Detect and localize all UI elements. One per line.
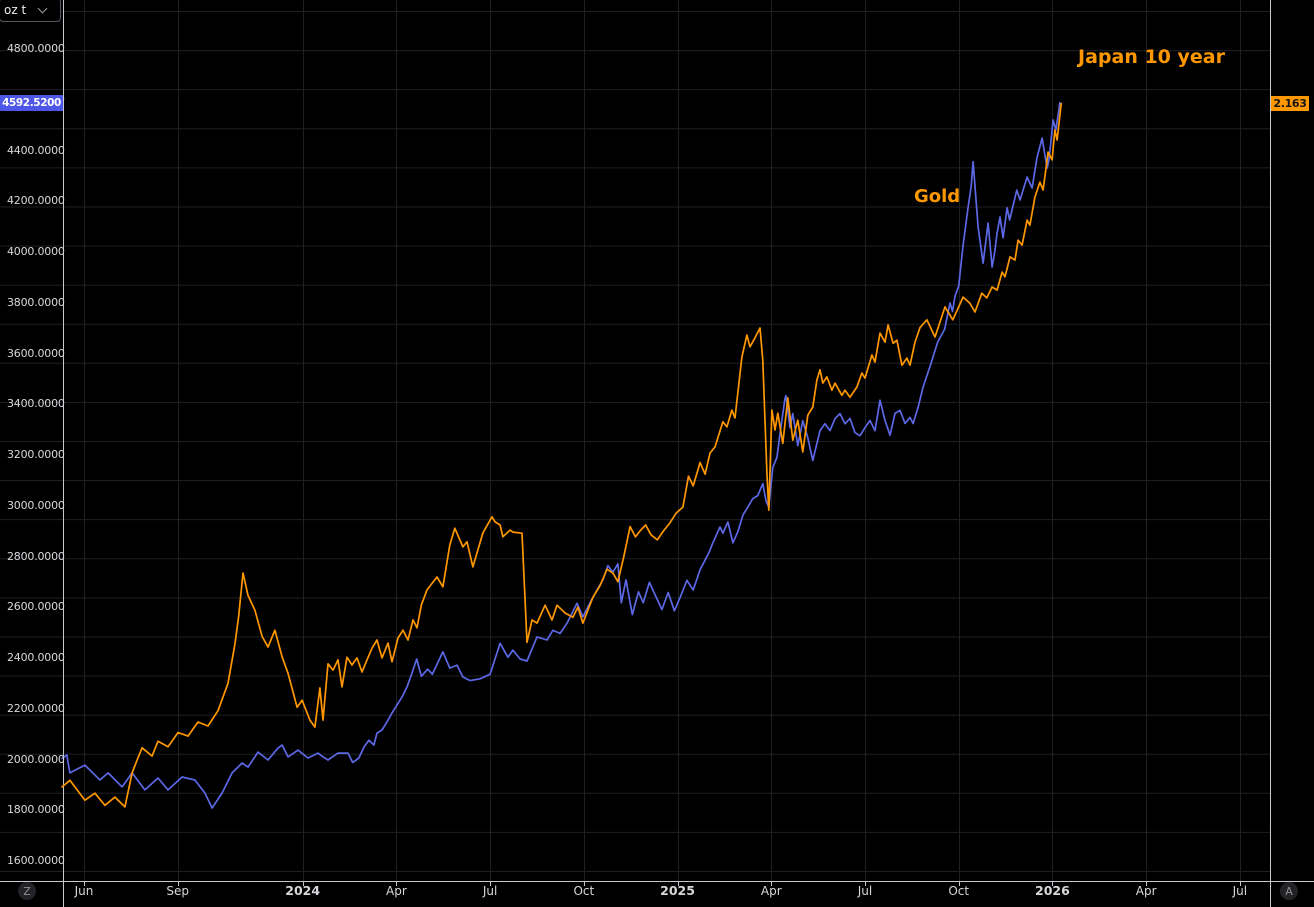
gold-line (61, 101, 1061, 809)
time-axis-tick: Jul (857, 884, 873, 898)
time-axis-tick: Sep (166, 884, 190, 898)
left-axis-tick: 3600.0000 (7, 346, 65, 360)
gold-last-price-badge: 4592.5200 (0, 94, 63, 111)
time-axis-tick: Oct (573, 884, 595, 898)
time-scale[interactable]: Jun Sep 2024 Apr Jul Oct 2025 Apr Jul Oct 2026 Apr J… (0, 881, 1314, 907)
time-axis-tick: Jul (1232, 884, 1248, 898)
unit-selector[interactable]: oz t (0, 0, 61, 22)
japan-series-label: Japan 10 year (1078, 46, 1225, 68)
gold-series-label: Gold (914, 186, 961, 207)
left-axis-tick: 4400.0000 (7, 143, 65, 157)
left-axis-tick: 4800.0000 (7, 42, 65, 55)
right-price-scale[interactable]: 2.4002.3002.2002.1002.0001.9001.8001.700… (1271, 0, 1314, 881)
left-axis-tick: 2600.0000 (7, 600, 65, 614)
timezone-button[interactable]: Z (18, 882, 36, 900)
left-axis-tick: 3800.0000 (7, 295, 65, 309)
left-axis-tick: 3400.0000 (7, 397, 65, 411)
left-axis-tick: 2000.0000 (7, 752, 65, 766)
time-axis-tick: Apr (760, 884, 782, 898)
left-axis-tick: 2200.0000 (7, 701, 65, 715)
left-price-scale[interactable]: 4800.00004600.00004400.00004200.00004000… (0, 0, 65, 881)
time-axis-tick: 2026 (1035, 883, 1070, 898)
time-axis-tick: Jun (74, 884, 94, 898)
left-axis-tick: 1800.0000 (7, 803, 65, 817)
left-axis-tick: 2400.0000 (7, 651, 65, 664)
left-axis-tick: 4000.0000 (7, 245, 65, 258)
time-axis-tick: Oct (948, 884, 970, 898)
japan-10-year-line (61, 102, 1063, 808)
time-axis-tick: 2024 (285, 883, 321, 898)
time-axis-tick: Jul (482, 884, 498, 898)
chevron-down-icon (37, 3, 48, 14)
left-axis-tick: 4200.0000 (7, 194, 65, 208)
left-axis-tick: 3000.0000 (7, 498, 65, 512)
time-axis-tick: Apr (386, 884, 407, 898)
time-axis-tick: Apr (1135, 884, 1157, 898)
unit-selector-value: oz t (4, 3, 27, 17)
left-axis-tick: 1600.0000 (7, 854, 65, 867)
left-axis-tick: 3200.0000 (7, 448, 65, 461)
auto-fit-button[interactable]: A (1280, 882, 1298, 900)
left-axis-tick: 2800.0000 (7, 549, 65, 563)
japan-last-price-badge: 2.163 (1271, 96, 1309, 112)
time-axis-tick: 2025 (660, 883, 695, 898)
